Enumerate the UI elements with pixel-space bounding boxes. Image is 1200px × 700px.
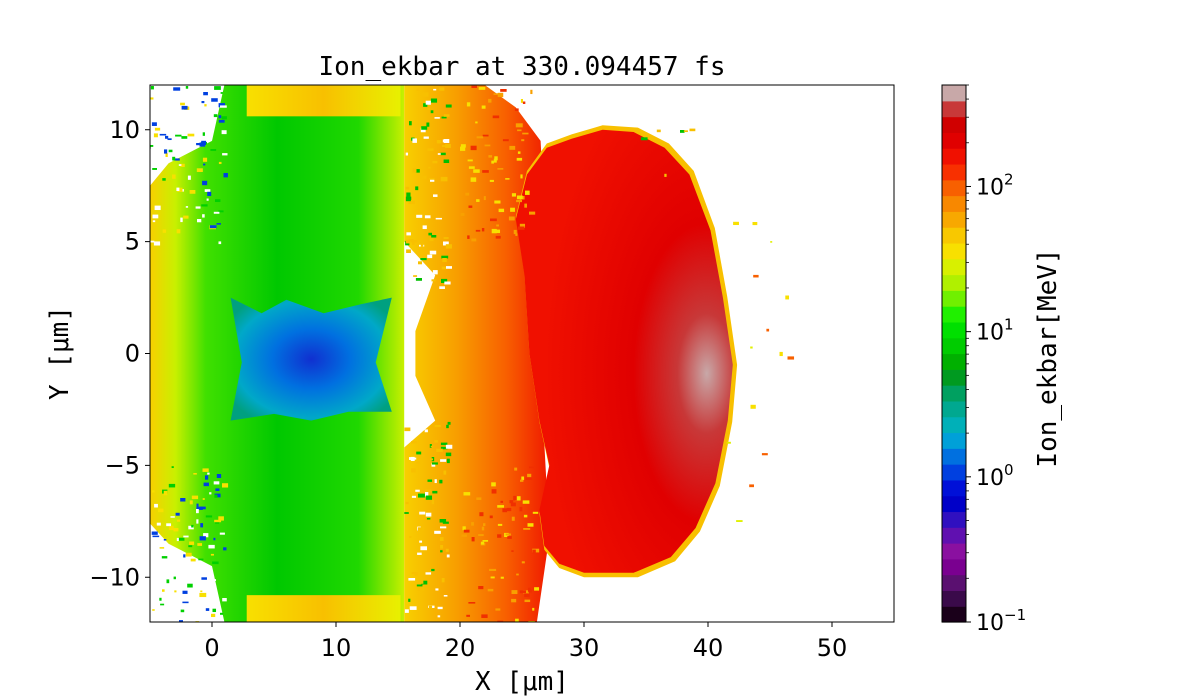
x-tick-label: 40 [693,634,724,662]
region-accelerated-bunch [515,129,733,573]
colorbar-level [942,274,966,291]
colorbar-level [942,179,966,197]
x-tick-label: 30 [569,634,600,662]
colorbar-level [942,148,966,165]
colorbar-level [942,353,966,370]
colorbar-level [942,448,966,465]
colorbar-level [942,527,966,544]
colorbar-level [942,290,966,307]
x-tick-label: 50 [817,634,848,662]
colorbar-ticks: 10−1 100 101 102 [966,84,1026,636]
colorbar-level [942,432,966,449]
colorbar-level [942,211,966,228]
colorbar-level [942,258,966,276]
colorbar-level [942,321,966,339]
heatmap-area [150,85,894,622]
colorbar-tick-label: 100 [976,461,1014,491]
colorbar-level [942,227,966,244]
y-axis-label: Y [μm] [45,306,75,400]
colorbar-tick-label: 102 [976,170,1014,200]
colorbar-level [942,464,966,481]
colorbar-level [942,416,966,434]
x-tick-label: 20 [445,634,476,662]
colorbar-level [942,85,966,102]
colorbar-tick-label: 10−1 [976,606,1026,636]
colorbar-level [942,242,966,260]
colorbar-level [942,369,966,386]
y-tick-label: 0 [125,340,140,368]
region-central-cavity [230,297,392,421]
colorbar-level [942,543,966,560]
colorbar [942,85,966,623]
noise-speckles [150,85,795,622]
y-tick-label: 5 [125,228,140,256]
colorbar-level [942,116,966,133]
colorbar-level [942,385,966,402]
colorbar-level [942,606,966,623]
x-tick-label: 10 [321,634,352,662]
y-tick-label: −5 [105,451,140,479]
colorbar-level [942,590,966,607]
colorbar-tick-label: 101 [976,316,1014,346]
chart-title: Ion_ekbar at 330.094457 fs [319,52,726,82]
colorbar-level [942,306,966,323]
colorbar-level [942,400,966,418]
colorbar-level [942,163,966,181]
colorbar-level [942,132,966,149]
y-axis: −10 −5 0 5 10 [89,116,150,591]
x-axis-label: X [μm] [475,667,569,697]
colorbar-label: Ion_ekbar[MeV] [1033,248,1063,467]
y-tick-label: −10 [89,563,140,591]
x-axis: 0 10 20 30 40 50 [204,622,847,662]
colorbar-level [942,337,966,355]
colorbar-level [942,511,966,528]
colorbar-frame [941,84,967,623]
colorbar-level [942,574,966,592]
y-tick-label: 10 [109,116,140,144]
colorbar-level [942,100,966,118]
x-tick-label: 0 [204,634,219,662]
region-transition-zone [404,85,550,622]
colorbar-level [942,495,966,513]
colorbar-level [942,479,966,497]
colorbar-level [942,195,966,212]
colorbar-level [942,558,966,576]
